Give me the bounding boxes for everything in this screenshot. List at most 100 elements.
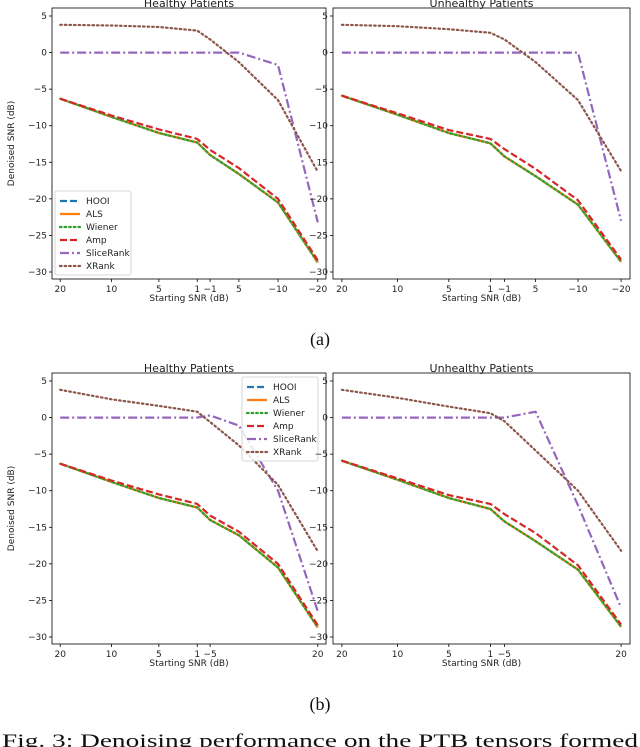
y-tick-label: −10	[28, 122, 47, 132]
x-tick-label: 5	[446, 650, 452, 660]
legend-label: HOOI	[273, 383, 297, 393]
x-tick-label: 5	[446, 285, 452, 295]
legend-label: HOOI	[86, 197, 110, 207]
legend-label: Amp	[273, 422, 294, 432]
y-tick-label: 5	[322, 377, 328, 387]
series-line-xrank	[59, 23, 319, 173]
y-tick-label: 0	[41, 49, 47, 59]
y-tick-label: −30	[309, 268, 328, 278]
subfigure-label-b: (b)	[310, 694, 331, 715]
series-line-wiener	[59, 462, 319, 629]
y-tick-label: −20	[28, 560, 47, 570]
x-tick-label: 1	[194, 650, 200, 660]
legend: HOOI ALS Wiener Amp SliceRank XRank	[241, 376, 319, 462]
series-line-slicerank	[341, 51, 623, 222]
x-tick-label: 20	[336, 285, 348, 295]
y-tick-label: −30	[28, 268, 47, 278]
chart-panel-4: Unhealthy Patients 5 0 −5 −10 −15 −20 −25 −30 20 1…	[309, 362, 631, 669]
chart-title: Healthy Patients	[144, 0, 234, 10]
legend-label: Wiener	[273, 409, 305, 419]
x-axis-label: Starting SNR (dB)	[149, 659, 228, 669]
series-line-wiener	[340, 459, 623, 628]
series-line-hooi	[341, 459, 622, 628]
series-line-als	[341, 459, 622, 628]
y-tick-label: 5	[41, 12, 47, 22]
x-tick-label: −5	[498, 650, 511, 660]
figure-caption: Fig. 3: Denoising performance on the PTB…	[2, 731, 639, 747]
x-tick-label: −20	[308, 285, 327, 295]
y-tick-label: −20	[28, 195, 47, 205]
series-line-wiener	[59, 97, 319, 264]
y-tick-label: −25	[309, 596, 328, 606]
legend-label: SliceRank	[273, 435, 317, 445]
y-tick-label: 0	[322, 49, 328, 59]
y-tick-label: −5	[34, 450, 47, 460]
y-tick-label: −5	[34, 85, 47, 95]
y-axis-label: Denoised SNR (dB)	[7, 101, 17, 186]
x-tick-label: 20	[312, 650, 324, 660]
plot-area-frame	[51, 372, 327, 645]
x-tick-label: 20	[336, 650, 348, 660]
legend-label: Amp	[86, 236, 107, 246]
x-tick-label: 1	[194, 285, 200, 295]
y-tick-label: 15	[317, 158, 328, 168]
y-tick-label: −10	[28, 487, 47, 497]
x-tick-label: 5	[236, 285, 242, 295]
y-tick-label: −20	[309, 195, 328, 205]
y-tick-label: −5	[315, 85, 328, 95]
series-line-als	[59, 462, 319, 629]
x-tick-label: 5	[533, 285, 539, 295]
x-tick-label: 20	[54, 285, 66, 295]
plot-area-frame	[332, 7, 631, 280]
series-line-als	[341, 94, 622, 263]
y-tick-label: −15	[28, 523, 47, 533]
y-axis-label: Denoised SNR (dB)	[7, 466, 17, 551]
y-tick-label: −20	[309, 560, 328, 570]
legend-label: XRank	[273, 448, 302, 458]
y-tick-label: 0	[322, 414, 328, 424]
x-tick-label: −10	[269, 285, 288, 295]
series-line-slicerank	[60, 51, 319, 223]
x-tick-label: 10	[106, 650, 118, 660]
series-line-amp	[59, 97, 319, 261]
y-tick-label: −15	[28, 158, 47, 168]
legend-label: ALS	[86, 210, 103, 220]
x-axis-label: Starting SNR (dB)	[442, 294, 521, 304]
x-tick-label: 20	[54, 650, 66, 660]
y-tick-label: −25	[309, 231, 328, 241]
legend-label: ALS	[273, 396, 290, 406]
x-tick-label: −1	[203, 285, 216, 295]
x-tick-label: −1	[498, 285, 511, 295]
y-tick-label: 5	[41, 377, 47, 387]
chart-title: Unhealthy Patients	[430, 0, 534, 10]
x-tick-label: 10	[106, 285, 118, 295]
legend: HOOI ALS Wiener Amp SliceRank XRank	[54, 190, 132, 276]
legend-label: XRank	[86, 262, 115, 272]
chart-title: Healthy Patients	[144, 362, 234, 375]
series-line-xrank	[340, 23, 623, 173]
x-tick-label: −5	[203, 650, 216, 660]
x-tick-label: 20	[615, 650, 627, 660]
chart-title: Unhealthy Patients	[430, 362, 534, 375]
x-tick-label: 1	[488, 650, 494, 660]
x-tick-label: 5	[156, 285, 162, 295]
legend-label: Wiener	[86, 223, 118, 233]
x-tick-label: 1	[488, 285, 494, 295]
x-axis-label: Starting SNR (dB)	[149, 294, 228, 304]
y-tick-label: −25	[28, 231, 47, 241]
series-line-wiener	[340, 94, 623, 263]
series-line-hooi	[59, 462, 319, 629]
plot-area-frame	[332, 372, 631, 645]
y-tick-label: 5	[322, 12, 328, 22]
y-tick-label: −25	[28, 596, 47, 606]
x-tick-label: −20	[612, 285, 631, 295]
y-tick-label: −5	[315, 450, 328, 460]
x-tick-label: −10	[569, 285, 588, 295]
y-tick-label: −10	[309, 487, 328, 497]
legend-label: SliceRank	[86, 249, 130, 259]
x-axis-label: Starting SNR (dB)	[442, 659, 521, 669]
